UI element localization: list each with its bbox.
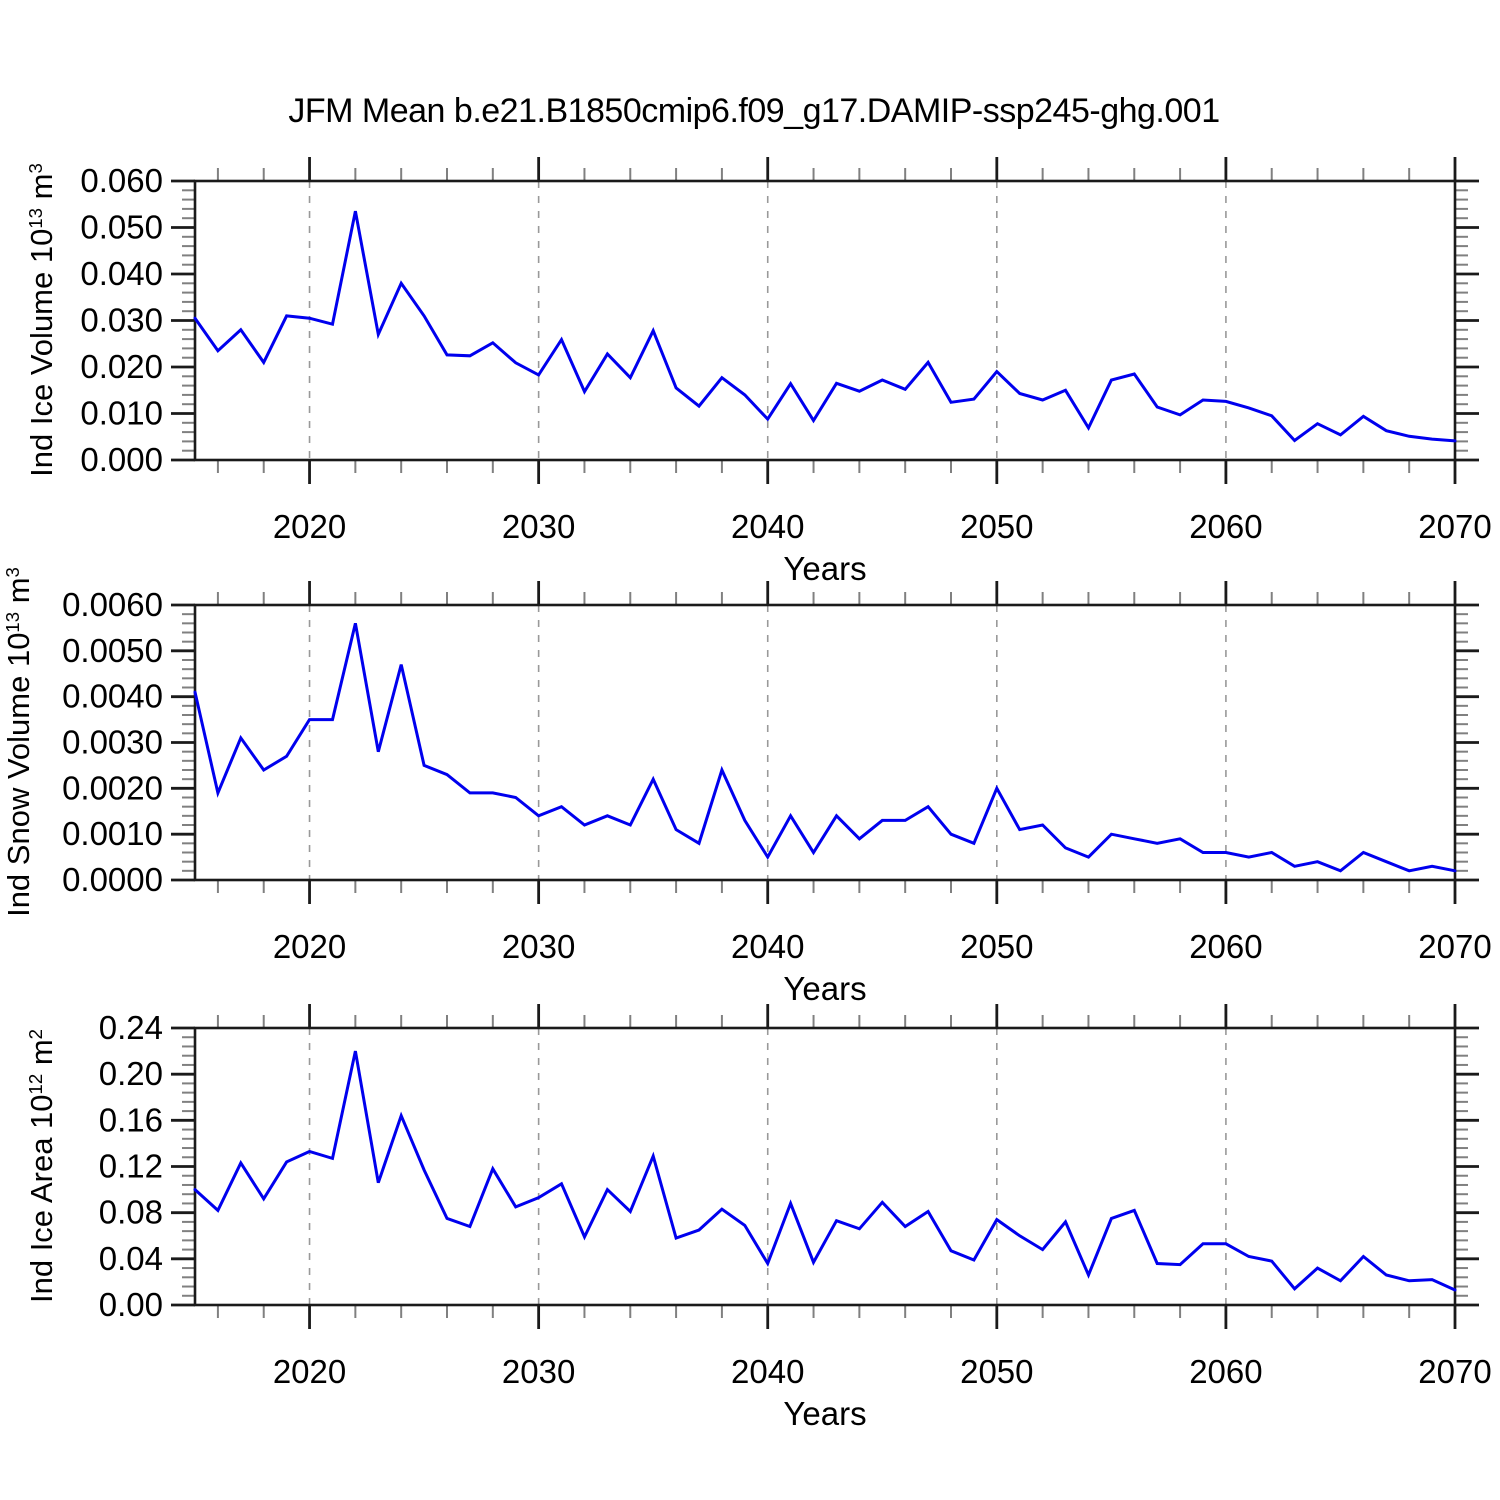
- y-tick-label: 0.060: [80, 162, 163, 199]
- x-tick-label: 2070: [1418, 928, 1491, 965]
- x-tick-label: 2070: [1418, 1353, 1491, 1390]
- plot-frame: [193, 1026, 1457, 1307]
- y-tick-label: 0.0010: [62, 815, 163, 852]
- chart-title: JFM Mean b.e21.B1850cmip6.f09_g17.DAMIP-…: [288, 92, 1220, 130]
- x-tick-label: 2020: [273, 1353, 346, 1390]
- x-tick-label: 2040: [731, 928, 804, 965]
- data-line-ind-ice-area: [193, 1050, 1457, 1292]
- x-axis-title: Years: [783, 1395, 866, 1432]
- x-tick-label: 2060: [1189, 928, 1262, 965]
- y-tick-label: 0.010: [80, 395, 163, 432]
- y-tick-label: 0.20: [99, 1055, 163, 1092]
- y-tick-label: 0.08: [99, 1194, 163, 1231]
- x-tick-label: 2050: [960, 1353, 1033, 1390]
- x-tick-label: 2040: [731, 1353, 804, 1390]
- x-tick-label: 2030: [502, 928, 575, 965]
- y-tick-label: 0.040: [80, 255, 163, 292]
- x-tick-label: 2050: [960, 508, 1033, 545]
- x-tick-label: 2030: [502, 508, 575, 545]
- data-line-ind-ice-volume: [193, 210, 1457, 443]
- x-axis-title: Years: [783, 550, 866, 587]
- y-tick-label: 0.030: [80, 302, 163, 339]
- x-tick-label: 2050: [960, 928, 1033, 965]
- y-tick-label: 0.04: [99, 1240, 163, 1277]
- y-tick-label: 0.0060: [62, 586, 163, 623]
- y-tick-label: 0.050: [80, 209, 163, 246]
- x-tick-label: 2020: [273, 928, 346, 965]
- y-tick-label: 0.000: [80, 441, 163, 478]
- x-tick-label: 2040: [731, 508, 804, 545]
- x-tick-label: 2030: [502, 1353, 575, 1390]
- x-tick-label: 2020: [273, 508, 346, 545]
- plot-frame: [193, 603, 1457, 882]
- y-tick-label: 0.24: [99, 1009, 163, 1046]
- y-tick-label: 0.0030: [62, 724, 163, 761]
- y-tick-label: 0.0020: [62, 769, 163, 806]
- x-tick-label: 2060: [1189, 508, 1262, 545]
- y-tick-label: 0.0050: [62, 632, 163, 669]
- x-tick-label: 2070: [1418, 508, 1491, 545]
- y-tick-label: 0.0040: [62, 678, 163, 715]
- x-tick-label: 2060: [1189, 1353, 1262, 1390]
- data-line-ind-snow-volume: [193, 622, 1457, 873]
- y-tick-label: 0.020: [80, 348, 163, 385]
- y-tick-label: 0.0000: [62, 861, 163, 898]
- y-tick-label: 0.12: [99, 1148, 163, 1185]
- x-axis-title: Years: [783, 970, 866, 1007]
- y-tick-label: 0.00: [99, 1286, 163, 1323]
- y-tick-label: 0.16: [99, 1101, 163, 1138]
